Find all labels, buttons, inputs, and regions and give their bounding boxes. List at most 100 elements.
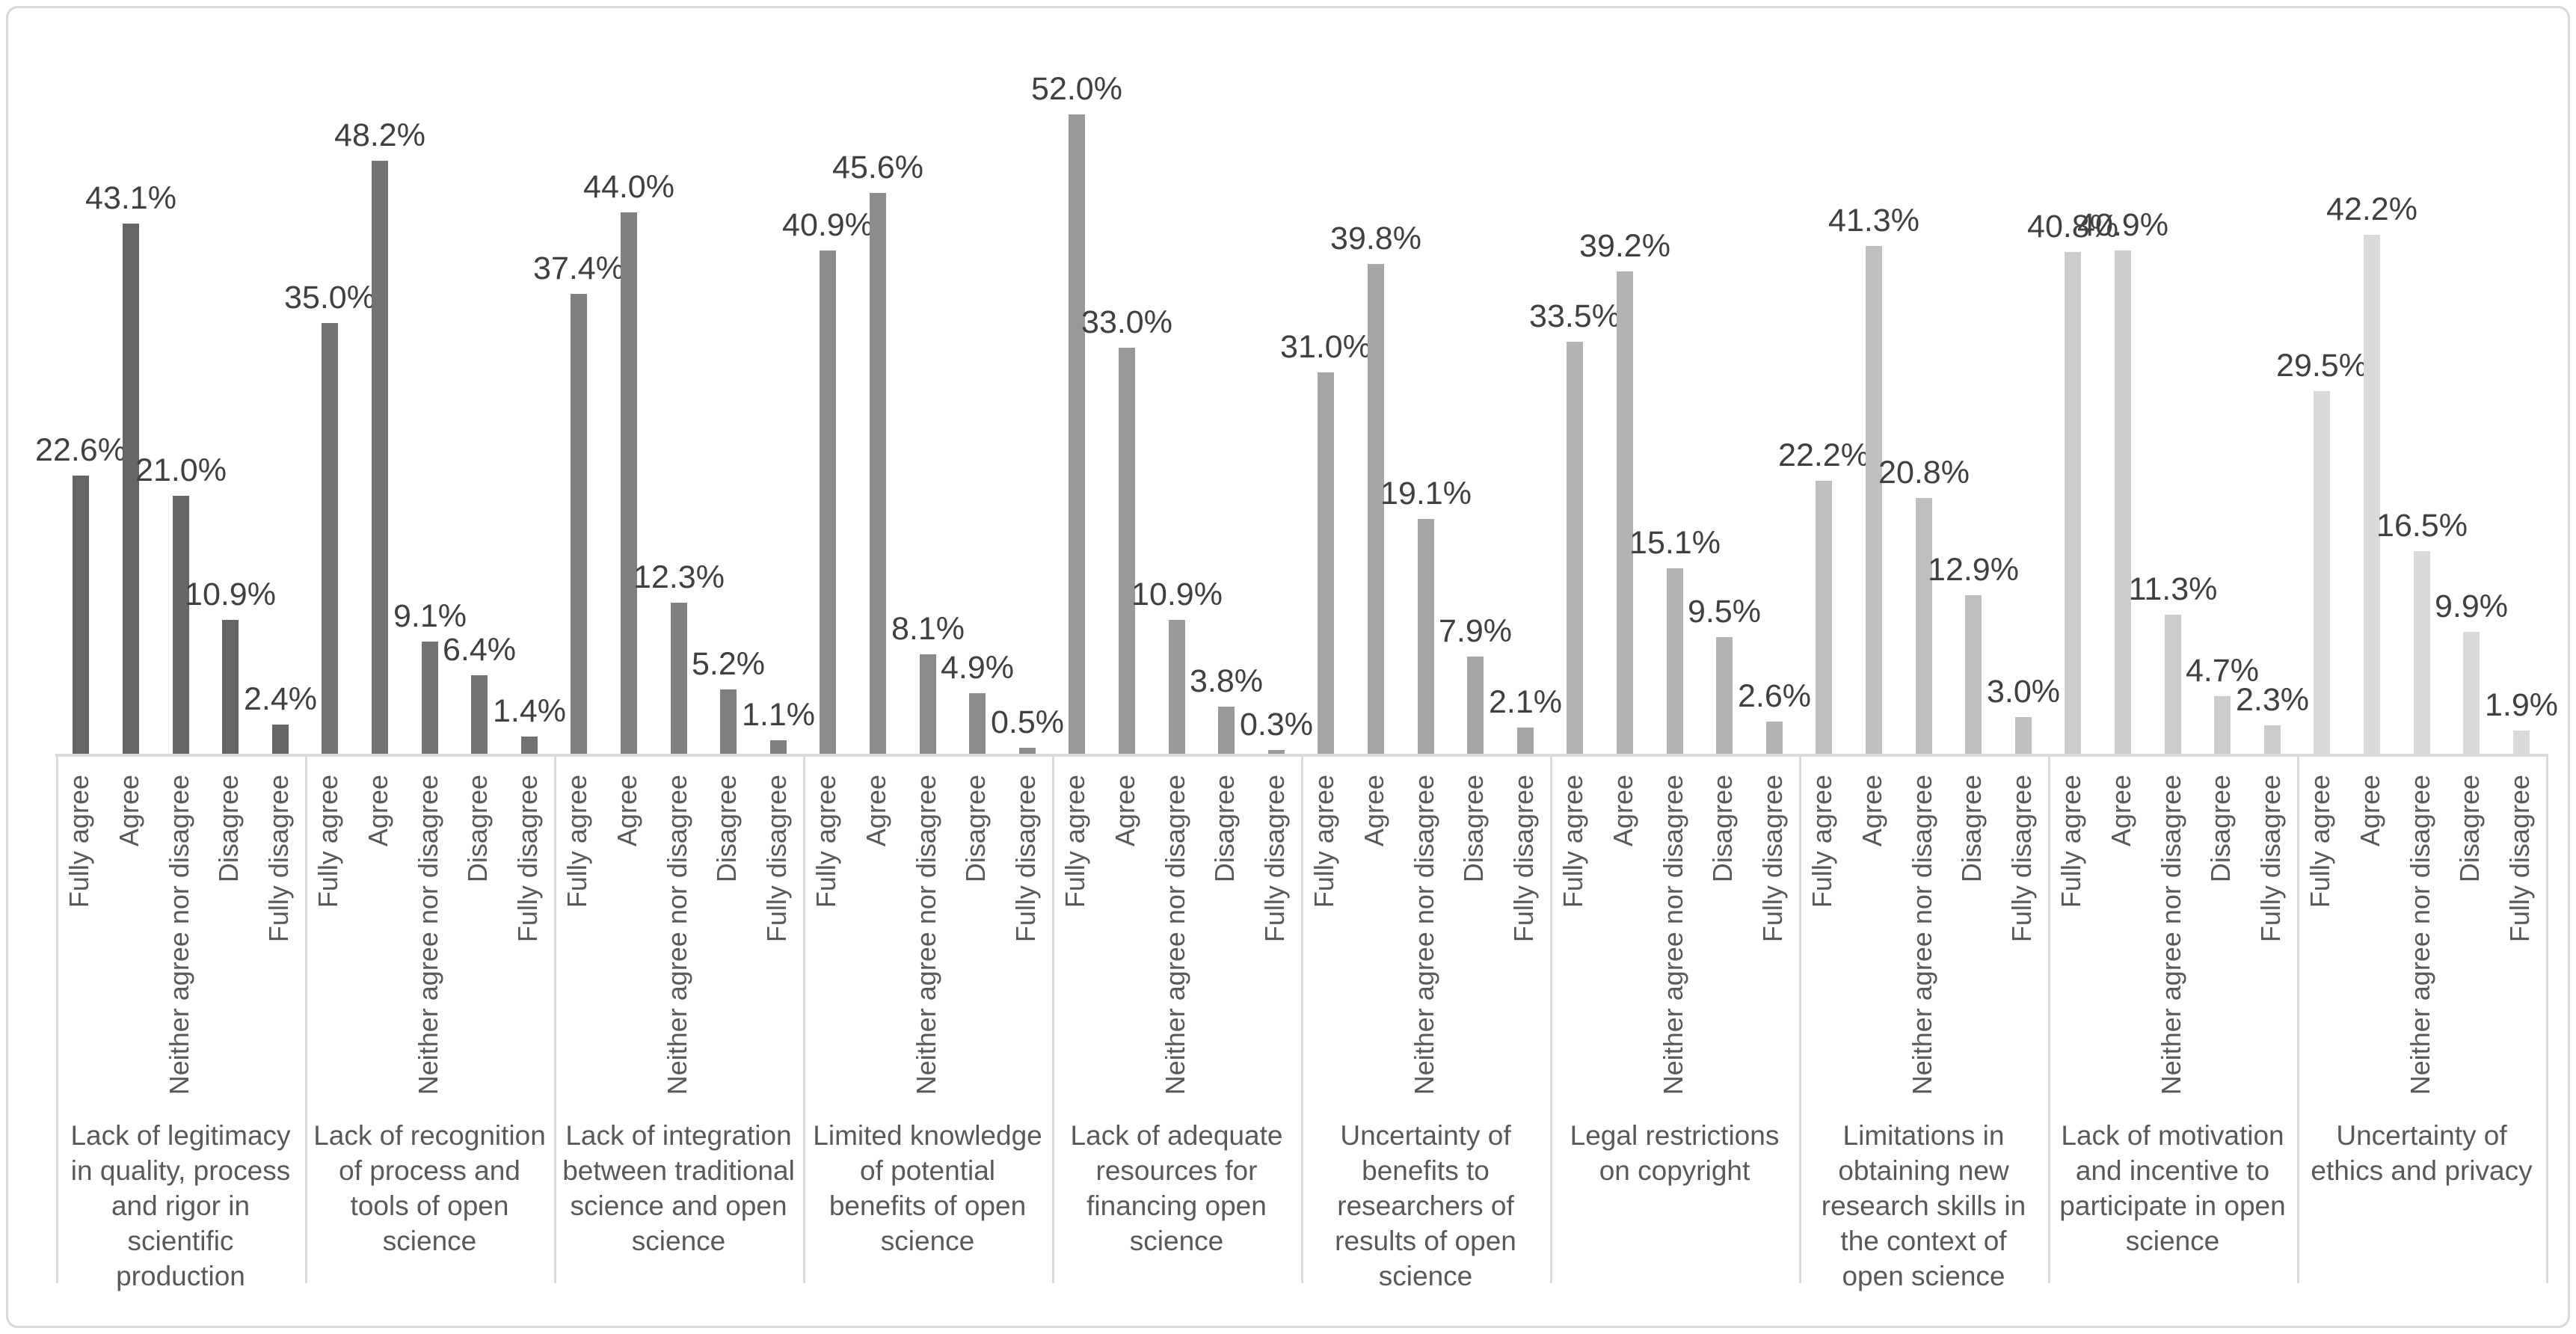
bar-2-5 xyxy=(521,737,538,754)
category-label: Lack of motivation and incentive to part… xyxy=(2059,1120,2286,1256)
bar-value-label: 31.0% xyxy=(1280,329,1371,365)
group-separator xyxy=(1550,754,1552,1283)
group-separator xyxy=(56,754,58,1283)
bar-2-4 xyxy=(471,675,488,754)
tick-label: Fully disagree xyxy=(1757,775,1788,943)
bar-9-2 xyxy=(2115,250,2131,754)
bar-value-label: 2.1% xyxy=(1488,684,1562,720)
bar-2-2 xyxy=(372,161,388,754)
tick-label: Disagree xyxy=(2454,775,2485,883)
group-separator xyxy=(2297,754,2299,1283)
tick-label: Neither agree nor disagree xyxy=(1658,775,1688,1095)
bar-value-label: 44.0% xyxy=(583,169,674,205)
bar-value-label: 3.8% xyxy=(1189,663,1263,699)
tick-label: Fully disagree xyxy=(2255,775,2286,943)
tick-label: Agree xyxy=(1359,775,1389,847)
bar-2-1 xyxy=(322,323,338,754)
tick-label: Neither agree nor disagree xyxy=(1907,775,1937,1095)
bar-value-label: 3.0% xyxy=(1986,674,2060,710)
bar-value-label: 19.1% xyxy=(1380,476,1472,511)
bar-value-label: 16.5% xyxy=(2376,508,2468,544)
bar-1-2 xyxy=(123,224,139,754)
tick-label: Disagree xyxy=(1956,775,1987,883)
category-label: Limitations in obtaining new research sk… xyxy=(1821,1120,2026,1291)
tick-label: Fully disagree xyxy=(2006,775,2037,943)
bar-7-1 xyxy=(1567,342,1583,754)
bar-8-1 xyxy=(1816,481,1832,754)
bar-10-5 xyxy=(2513,731,2530,754)
bar-value-label: 40.9% xyxy=(782,207,873,243)
bar-value-label: 20.8% xyxy=(1878,455,1970,491)
bar-value-label: 7.9% xyxy=(1438,613,1512,649)
bar-6-3 xyxy=(1418,519,1434,754)
category-label: Uncertainty of ethics and privacy xyxy=(2311,1120,2533,1186)
group-separator xyxy=(2546,754,2548,1283)
bar-value-label: 22.6% xyxy=(35,432,126,468)
bar-7-4 xyxy=(1716,637,1733,754)
bar-8-5 xyxy=(2015,717,2032,754)
bar-3-5 xyxy=(770,740,787,754)
bar-value-label: 1.1% xyxy=(741,697,815,733)
tick-label: Agree xyxy=(2355,775,2385,847)
category-label: Lack of recognition of process and tools… xyxy=(313,1120,546,1256)
bar-5-1 xyxy=(1069,114,1085,754)
tick-label: Fully agree xyxy=(1060,775,1090,909)
category-label: Lack of adequate resources for financing… xyxy=(1070,1120,1283,1256)
tick-label: Agree xyxy=(114,775,144,847)
category-label: Lack of legitimacy in quality, process a… xyxy=(70,1120,291,1291)
tick-label: Neither agree nor disagree xyxy=(164,775,194,1095)
bar-9-1 xyxy=(2065,252,2081,754)
tick-label: Fully disagree xyxy=(761,775,792,943)
bar-4-5 xyxy=(1019,748,1036,754)
bar-3-3 xyxy=(671,603,687,754)
bar-value-label: 33.0% xyxy=(1081,304,1172,340)
bar-6-1 xyxy=(1318,372,1334,754)
bar-value-label: 2.4% xyxy=(243,681,317,717)
tick-label: Disagree xyxy=(960,775,991,883)
bar-3-1 xyxy=(571,294,587,754)
tick-label: Neither agree nor disagree xyxy=(1160,775,1190,1095)
bar-10-4 xyxy=(2463,632,2480,754)
bar-5-3 xyxy=(1169,620,1185,754)
bar-value-label: 2.6% xyxy=(1737,678,1811,714)
tick-label: Disagree xyxy=(213,775,244,883)
category-label: Uncertainty of benefits to researchers o… xyxy=(1335,1120,1516,1291)
bar-6-4 xyxy=(1467,657,1484,754)
bar-7-2 xyxy=(1617,271,1633,754)
tick-label: Fully disagree xyxy=(512,775,543,943)
bar-value-label: 9.1% xyxy=(393,598,467,634)
bar-value-label: 22.2% xyxy=(1778,437,1869,473)
bar-9-4 xyxy=(2214,696,2231,754)
bar-value-label: 6.4% xyxy=(442,632,516,668)
bar-1-5 xyxy=(272,725,289,754)
tick-label: Neither agree nor disagree xyxy=(2405,775,2435,1095)
bar-value-label: 12.9% xyxy=(1928,552,2019,588)
bar-value-label: 5.2% xyxy=(691,646,765,682)
category-label: Lack of integration between traditional … xyxy=(562,1120,795,1256)
bar-8-2 xyxy=(1866,246,1882,754)
bar-3-2 xyxy=(621,212,637,754)
bar-value-label: 41.3% xyxy=(1828,203,1919,239)
bar-value-label: 4.9% xyxy=(940,650,1014,686)
category-label: Limited knowledge of potential benefits … xyxy=(813,1120,1042,1256)
bar-4-3 xyxy=(920,654,936,754)
bar-value-label: 43.1% xyxy=(85,180,176,216)
tick-label: Neither agree nor disagree xyxy=(1409,775,1439,1095)
bar-value-label: 1.4% xyxy=(492,693,566,729)
bar-6-2 xyxy=(1368,264,1384,754)
bar-value-label: 29.5% xyxy=(2276,348,2367,384)
bar-value-label: 11.3% xyxy=(2128,571,2218,607)
bar-value-label: 42.2% xyxy=(2326,191,2417,227)
tick-label: Fully agree xyxy=(313,775,343,909)
bar-value-label: 39.8% xyxy=(1330,221,1421,256)
bar-value-label: 40.9% xyxy=(2077,207,2168,243)
tick-label: Fully disagree xyxy=(263,775,294,943)
bar-5-4 xyxy=(1218,707,1235,754)
bar-value-label: 39.2% xyxy=(1579,228,1670,264)
tick-label: Agree xyxy=(612,775,642,847)
bar-1-1 xyxy=(73,476,89,754)
group-separator xyxy=(2048,754,2050,1283)
tick-label: Fully disagree xyxy=(1508,775,1539,943)
tick-label: Disagree xyxy=(1458,775,1489,883)
tick-label: Neither agree nor disagree xyxy=(413,775,443,1095)
